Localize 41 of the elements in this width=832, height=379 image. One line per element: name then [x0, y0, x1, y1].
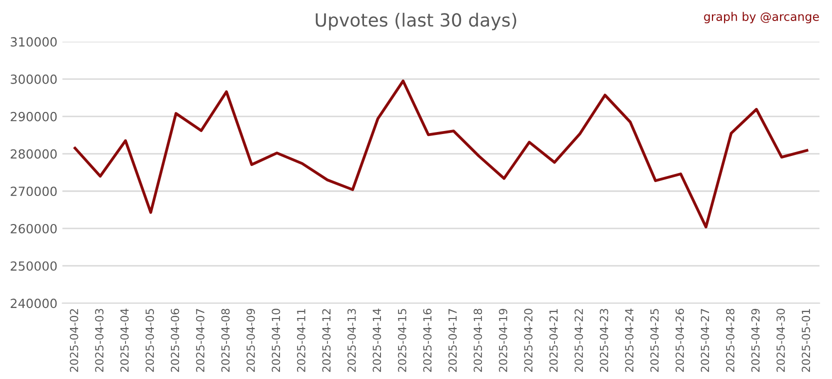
- y-tick-label: 270000: [10, 186, 57, 196]
- x-tick-label: 2025-04-30: [776, 308, 785, 372]
- x-tick-label: 2025-04-24: [625, 308, 634, 372]
- x-tick-label: 2025-04-18: [474, 308, 482, 372]
- x-tick-label: 2025-04-12: [322, 309, 331, 372]
- y-tick-label: 300000: [10, 74, 57, 84]
- x-tick-label: 2025-04-15: [398, 309, 406, 372]
- y-tick-label: 260000: [10, 224, 57, 234]
- x-tick-label: 2025-04-28: [726, 308, 734, 372]
- x-tick-label: 2025-04-07: [196, 309, 204, 372]
- x-tick-label: 2025-04-02: [70, 309, 78, 372]
- x-tick-label: 2025-04-04: [120, 308, 129, 372]
- x-tick-label: 2025-04-23: [600, 308, 608, 372]
- x-tick-label: 2025-04-08: [221, 308, 230, 372]
- x-tick-label: 2025-04-25: [650, 309, 659, 372]
- x-tick-label: 2025-04-17: [448, 309, 457, 372]
- chart-title: Upvotes (last 30 days): [316, 12, 516, 30]
- x-tick-label: 2025-04-19: [498, 308, 508, 372]
- x-tick-label: 2025-04-03: [95, 308, 104, 372]
- x-tick-label: 2025-04-27: [700, 309, 710, 372]
- x-tick-label: 2025-04-29: [751, 308, 760, 372]
- x-tick-label: 2025-05-01: [802, 309, 810, 372]
- x-tick-label: 2025-04-06: [170, 308, 180, 372]
- text: graph by @arcange: [704, 12, 819, 24]
- x-tick-label: 2025-04-26: [676, 308, 684, 372]
- y-tick-label: 280000: [10, 149, 57, 159]
- y-tick-label: 310000: [10, 37, 57, 47]
- line-series: [74, 80, 808, 228]
- x-tick-label: 2025-04-11: [296, 309, 306, 372]
- y-tick-label: 290000: [10, 112, 57, 122]
- x-tick-label: 2025-04-14: [372, 308, 382, 372]
- x-tick-label: 2025-04-13: [347, 308, 356, 372]
- x-tick-label: 2025-04-10: [272, 308, 280, 372]
- x-tick-label: 2025-04-09: [246, 308, 255, 372]
- x-tick-label: 2025-04-20: [524, 308, 533, 372]
- y-tick-label: 250000: [10, 261, 57, 271]
- x-tick-label: 2025-04-16: [423, 308, 432, 372]
- x-tick-label: 2025-04-21: [549, 309, 558, 372]
- y-tick-label: 240000: [10, 298, 57, 308]
- x-tick-label: 2025-04-22: [574, 309, 583, 372]
- x-tick-label: 2025-04-05: [146, 309, 154, 372]
